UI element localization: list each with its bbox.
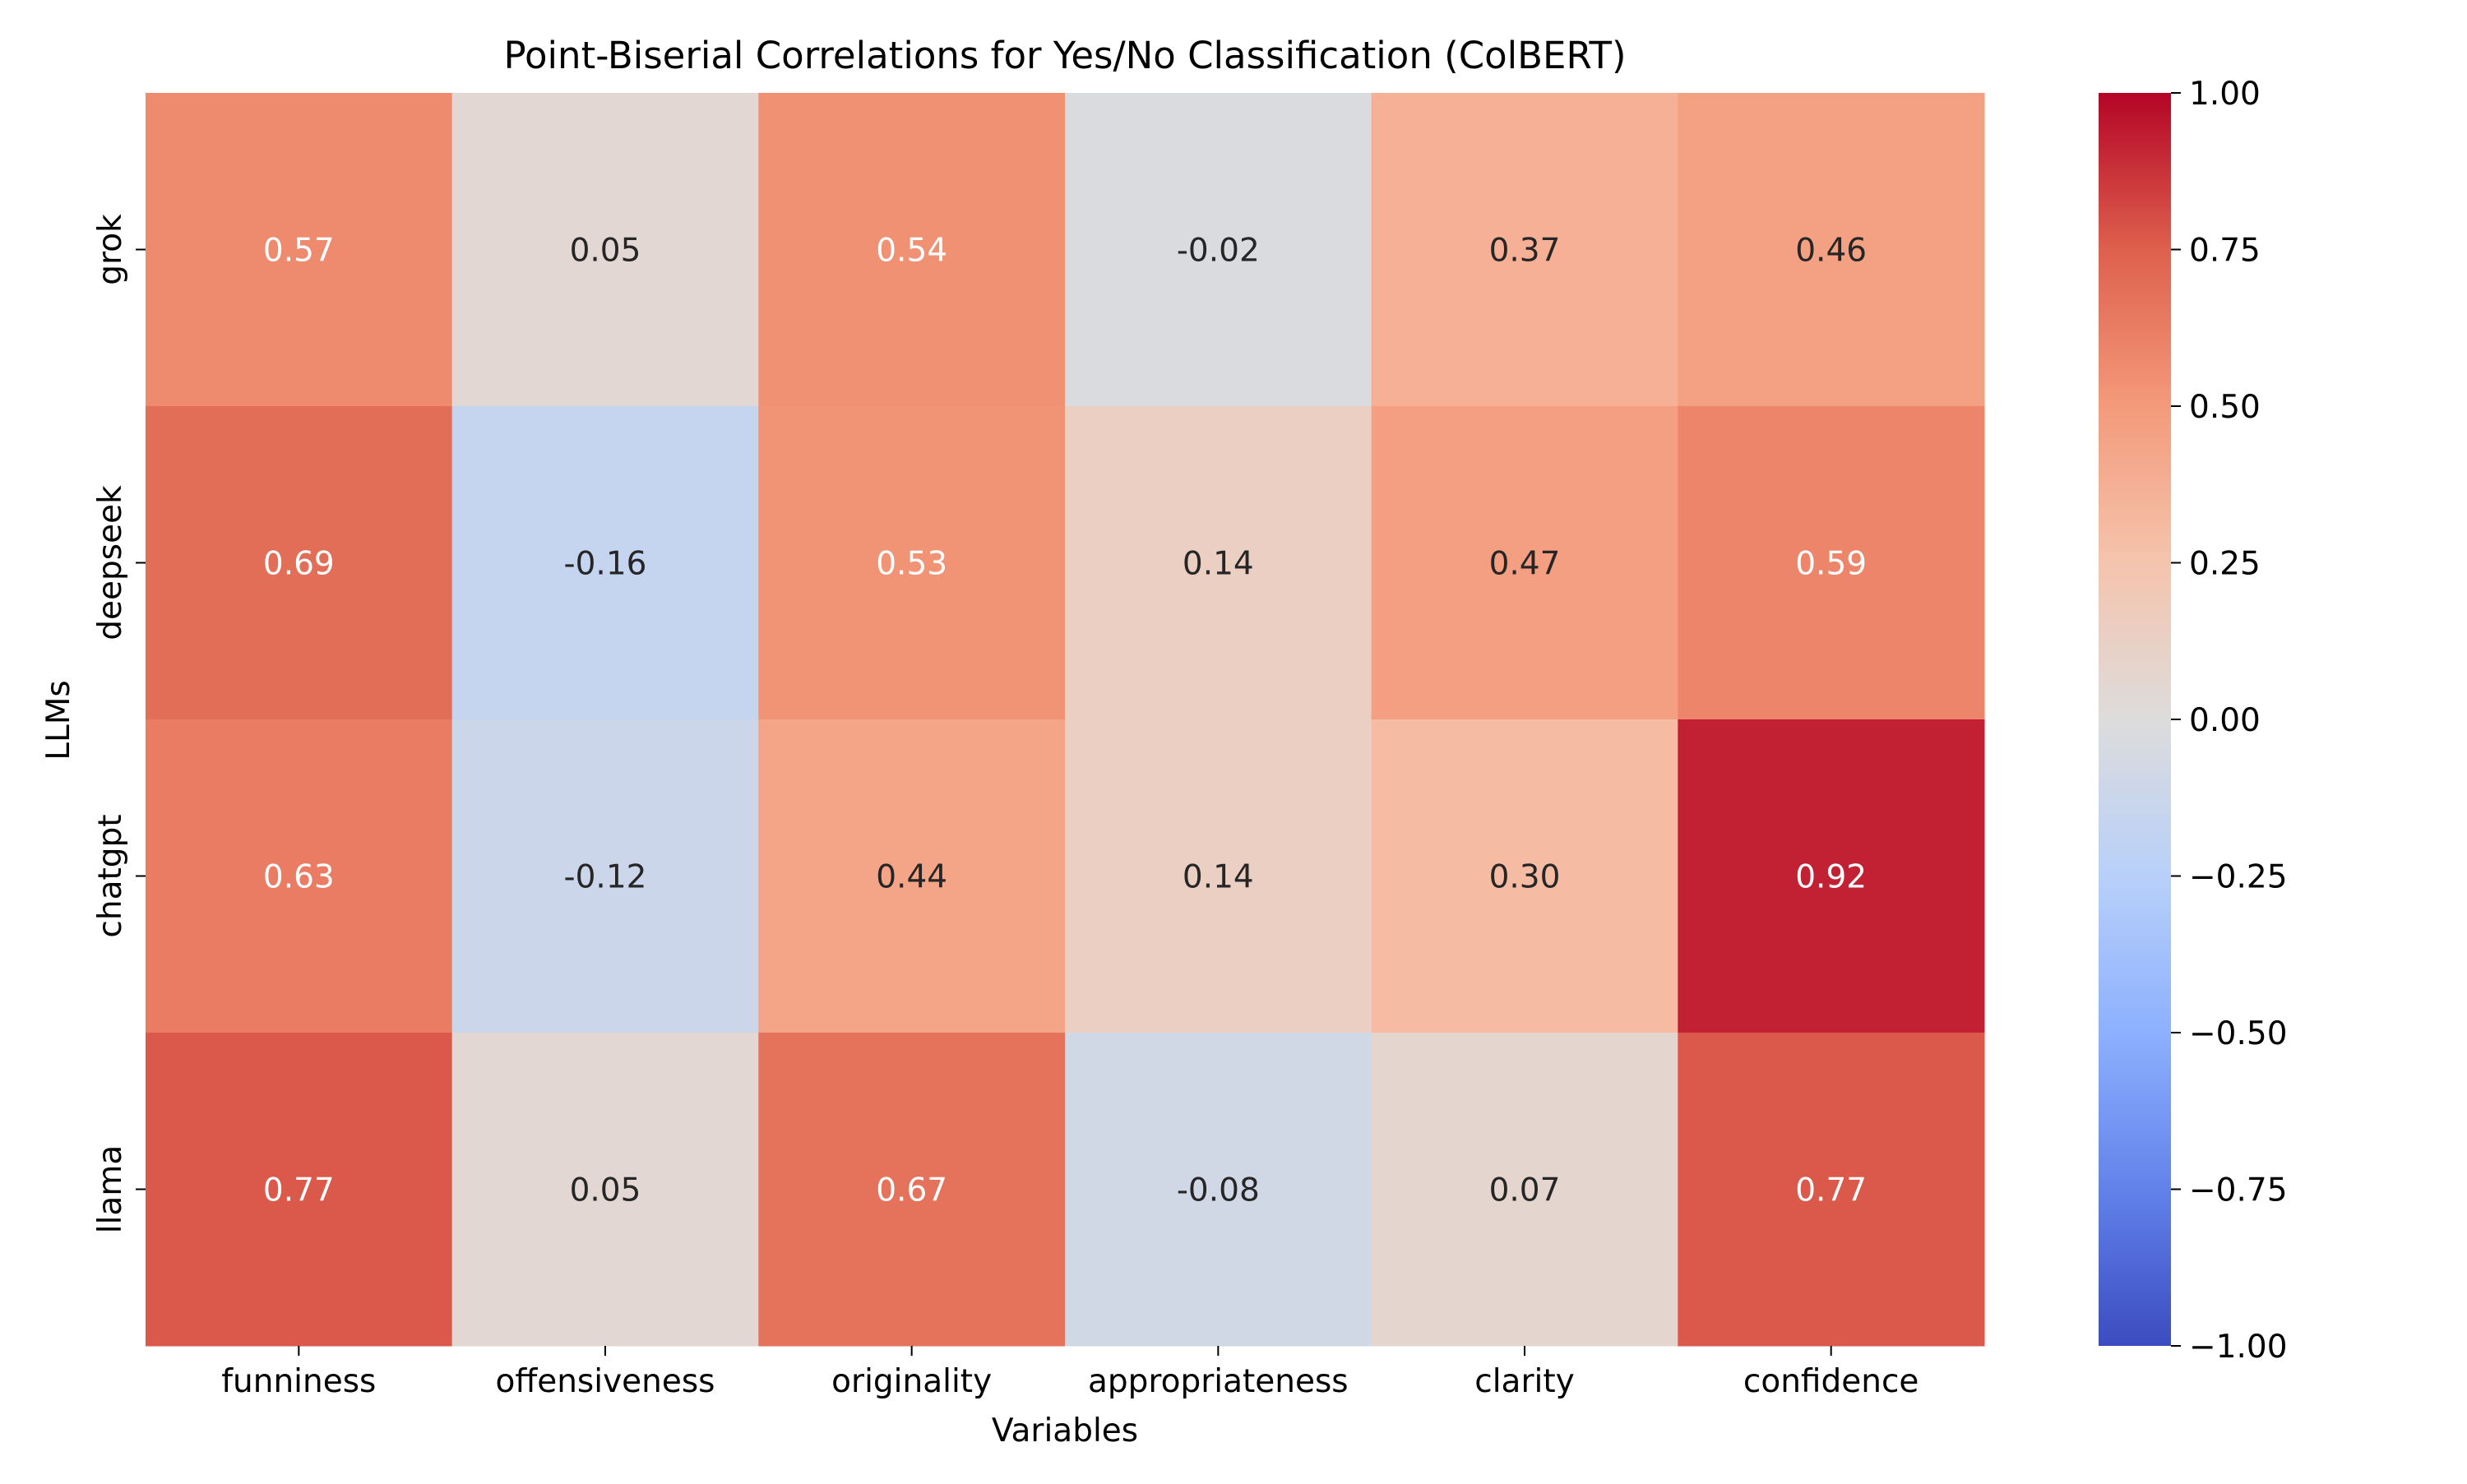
cell-value-label: -0.16 [564, 546, 647, 583]
cell-value-label: 0.30 [1489, 859, 1561, 896]
cell-value-label: 0.77 [263, 1172, 335, 1209]
colorbar-tick-label: 0.25 [2189, 546, 2261, 583]
heatmap-cell [758, 93, 1066, 407]
heatmap-cell [1678, 406, 1985, 720]
cell-value-label: -0.08 [1177, 1172, 1260, 1209]
colorbar-tick-label: 0.75 [2189, 233, 2261, 270]
colorbar-tick-label: 1.00 [2189, 76, 2261, 113]
x-tick-label: clarity [1474, 1363, 1574, 1400]
y-axis-label: LLMs [40, 680, 77, 760]
y-tick-label: deepseek [92, 485, 129, 640]
heatmap-cell [1065, 1033, 1372, 1347]
cell-value-label: 0.14 [1183, 546, 1254, 583]
cell-value-label: 0.44 [876, 859, 947, 896]
heatmap-cell [1678, 719, 1985, 1033]
cell-value-label: 0.07 [1489, 1172, 1561, 1209]
heatmap-cell [1678, 93, 1985, 407]
heatmap-cell [1678, 1033, 1985, 1347]
cell-value-label: 0.47 [1489, 546, 1561, 583]
cell-value-label: 0.69 [263, 546, 335, 583]
heatmap-cell [451, 719, 759, 1033]
y-axis-ticks: grok deepseek chatgpt llama [92, 214, 146, 1233]
colorbar-tick-label: 0.50 [2189, 389, 2261, 426]
heatmap-cell [451, 406, 759, 720]
colorbar-tick-label: 0.00 [2189, 702, 2261, 739]
x-tick-label: offensiveness [495, 1363, 715, 1400]
colorbar-tick-label: −0.50 [2189, 1015, 2288, 1052]
heatmap-cell [1065, 719, 1372, 1033]
cell-value-label: 0.54 [876, 233, 947, 270]
cell-value-label: 0.05 [570, 1172, 641, 1209]
y-tick-label: llama [92, 1145, 129, 1233]
cell-value-label: 0.05 [570, 233, 641, 270]
heatmap-cell [1065, 93, 1372, 407]
heatmap-cell [146, 1033, 453, 1347]
heatmap-cell [146, 406, 453, 720]
chart-title: Point-Biserial Correlations for Yes/No C… [503, 34, 1626, 77]
cell-value-label: 0.14 [1183, 859, 1254, 896]
heatmap-cell [451, 1033, 759, 1347]
x-tick-label: appropriateness [1088, 1363, 1349, 1400]
x-tick-label: funniness [221, 1363, 376, 1400]
cell-value-label: 0.59 [1795, 546, 1867, 583]
colorbar-tick-label: −1.00 [2189, 1329, 2288, 1366]
colorbar: 1.00 0.75 0.50 0.25 0.00 −0.25 −0.50 −0.75 −1.00 [2099, 76, 2288, 1366]
heatmap-cell [146, 93, 453, 407]
heatmap-cells: 0.57 0.05 0.54 -0.02 0.37 0.46 0.69 -0.16 0.53 0.… [146, 93, 1985, 1347]
x-tick-label: originality [831, 1363, 992, 1400]
cell-value-label: 0.67 [876, 1172, 947, 1209]
cell-value-label: 0.57 [263, 233, 335, 270]
heatmap-cell [1065, 406, 1372, 720]
cell-value-label: 0.77 [1795, 1172, 1867, 1209]
y-tick-label: grok [92, 214, 129, 285]
heatmap-cell [1371, 719, 1678, 1033]
x-axis-label: Variables [992, 1412, 1138, 1449]
heatmap-cell [758, 406, 1066, 720]
cell-value-label: 0.92 [1795, 859, 1867, 896]
cell-value-label: 0.46 [1795, 233, 1867, 270]
x-axis-ticks: funniness offensiveness originality appropr… [221, 1346, 1919, 1400]
heatmap-cell [1371, 1033, 1678, 1347]
cell-value-label: 0.37 [1489, 233, 1561, 270]
heatmap-cell [758, 719, 1066, 1033]
colorbar-tick-label: −0.75 [2189, 1172, 2288, 1209]
heatmap-cell [1371, 93, 1678, 407]
y-tick-label: chatgpt [92, 814, 129, 937]
x-tick-label: confidence [1743, 1363, 1919, 1400]
cell-value-label: -0.02 [1177, 233, 1260, 270]
cell-value-label: -0.12 [564, 859, 647, 896]
colorbar-gradient [2099, 93, 2171, 1346]
colorbar-tick-label: −0.25 [2189, 859, 2288, 896]
heatmap-cell [758, 1033, 1066, 1347]
heatmap-cell [1371, 406, 1678, 720]
heatmap-cell [146, 719, 453, 1033]
cell-value-label: 0.53 [876, 546, 947, 583]
cell-value-label: 0.63 [263, 859, 335, 896]
heatmap-cell [451, 93, 759, 407]
